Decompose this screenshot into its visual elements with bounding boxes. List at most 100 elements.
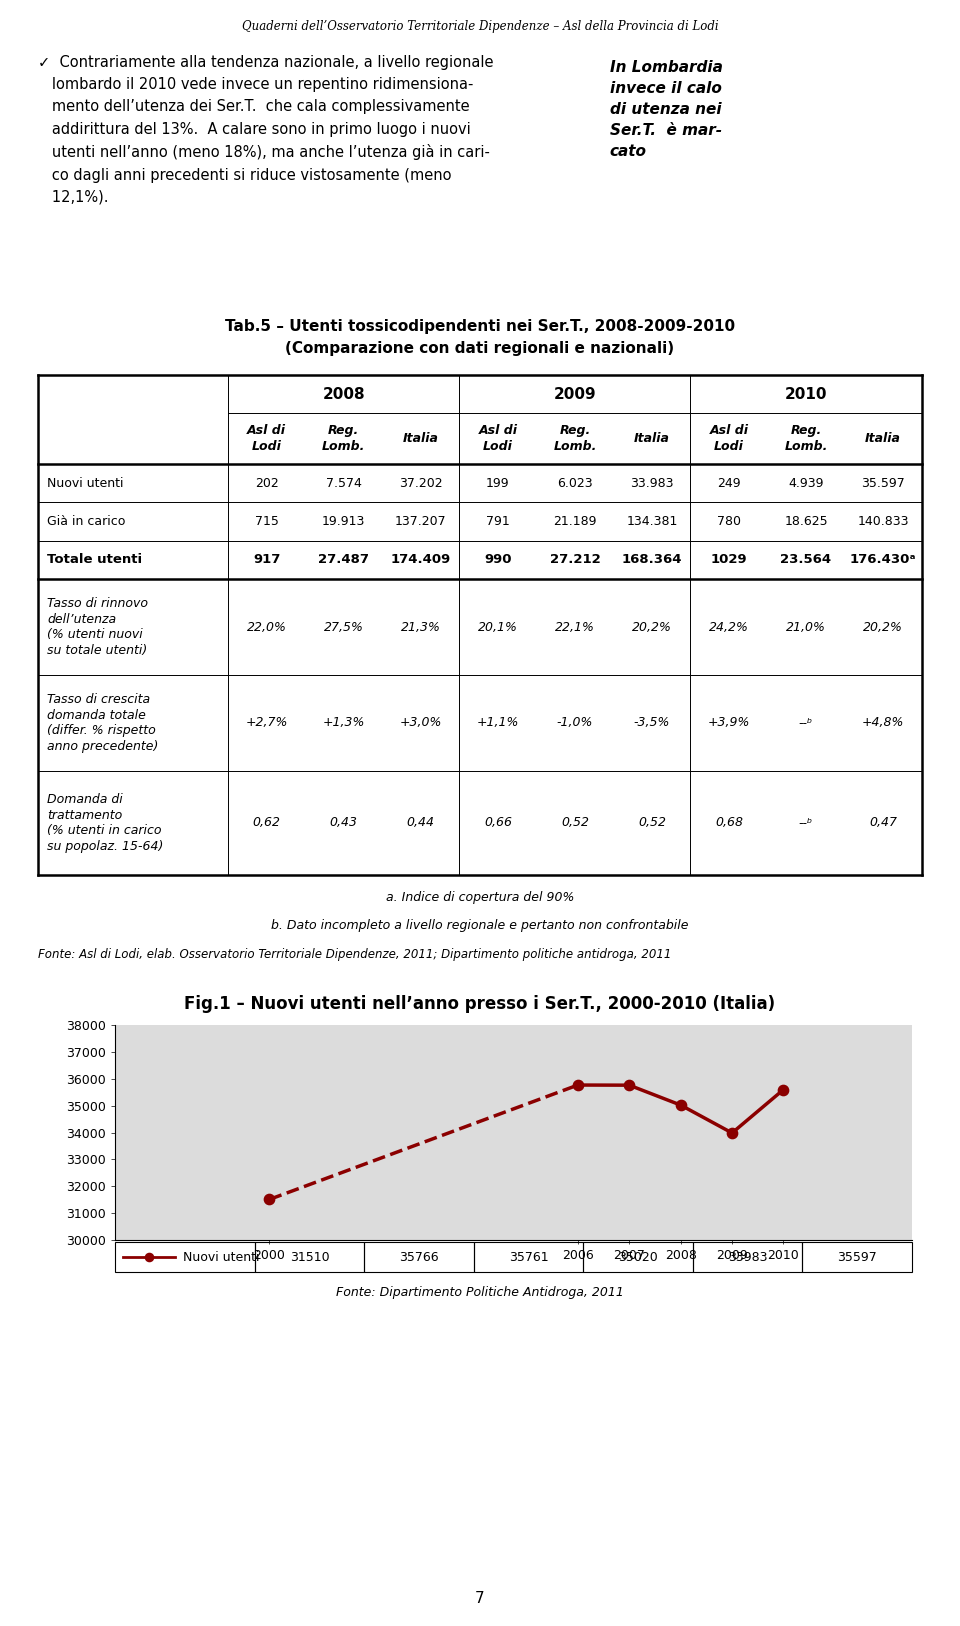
Text: Tasso di crescita
domanda totale
(differ. % rispetto
anno precedente): Tasso di crescita domanda totale (differ…: [47, 693, 158, 753]
Text: 35597: 35597: [837, 1250, 877, 1263]
Text: +1,1%: +1,1%: [477, 717, 519, 730]
Point: [776, 1076, 791, 1102]
Text: 168.364: 168.364: [622, 553, 683, 566]
Point: [621, 1072, 636, 1098]
Bar: [254, 1242, 364, 1272]
Text: 6.023: 6.023: [557, 476, 592, 489]
Bar: [584, 1242, 693, 1272]
Text: Totale utenti: Totale utenti: [47, 553, 142, 566]
Text: In Lombardia
invece il calo
di utenza nei
Ser.T.  è mar-
cato: In Lombardia invece il calo di utenza ne…: [610, 60, 723, 159]
Text: 140.833: 140.833: [857, 515, 909, 528]
Text: -3,5%: -3,5%: [634, 717, 670, 730]
Text: 22,0%: 22,0%: [247, 621, 287, 634]
Text: 20,2%: 20,2%: [863, 621, 903, 634]
Text: +2,7%: +2,7%: [246, 717, 288, 730]
Text: Italia: Italia: [634, 433, 670, 446]
Text: b. Dato incompleto a livello regionale e pertanto non confrontabile: b. Dato incompleto a livello regionale e…: [272, 919, 688, 932]
Text: Italia: Italia: [403, 433, 439, 446]
Text: 7.574: 7.574: [325, 476, 362, 489]
Text: Asl di
Lodi: Asl di Lodi: [478, 424, 517, 454]
Text: Quaderni dell’Osservatorio Territoriale Dipendenze – Asl della Provincia di Lodi: Quaderni dell’Osservatorio Territoriale …: [242, 20, 718, 33]
Text: Tab.5 – Utenti tossicodipendenti nei Ser.T., 2008-2009-2010: Tab.5 – Utenti tossicodipendenti nei Ser…: [225, 319, 735, 333]
Text: ✓  Contrariamente alla tendenza nazionale, a livello regionale
   lombardo il 20: ✓ Contrariamente alla tendenza nazionale…: [38, 55, 493, 205]
Text: Fig.1 – Nuovi utenti nell’anno presso i Ser.T., 2000-2010 (Italia): Fig.1 – Nuovi utenti nell’anno presso i …: [184, 995, 776, 1013]
Text: 24,2%: 24,2%: [709, 621, 749, 634]
Text: 18.625: 18.625: [784, 515, 828, 528]
Text: +1,3%: +1,3%: [323, 717, 365, 730]
Text: 990: 990: [484, 553, 512, 566]
Text: 2009: 2009: [554, 387, 596, 402]
Text: --ᵇ: --ᵇ: [799, 717, 813, 730]
Text: 0,66: 0,66: [484, 816, 512, 829]
Text: 249: 249: [717, 476, 741, 489]
Text: 174.409: 174.409: [391, 553, 451, 566]
Text: Nuovi utenti: Nuovi utenti: [183, 1250, 259, 1263]
Text: 23.564: 23.564: [780, 553, 831, 566]
Text: --ᵇ: --ᵇ: [799, 816, 813, 829]
Text: 35766: 35766: [399, 1250, 439, 1263]
Text: 791: 791: [486, 515, 510, 528]
Text: 202: 202: [255, 476, 278, 489]
Text: Asl di
Lodi: Asl di Lodi: [248, 424, 286, 454]
Text: 7: 7: [475, 1590, 485, 1606]
Bar: [803, 1242, 912, 1272]
Text: 0,68: 0,68: [715, 816, 743, 829]
Text: 2010: 2010: [784, 387, 828, 402]
Text: 715: 715: [254, 515, 278, 528]
Text: Fonte: Dipartimento Politiche Antidroga, 2011: Fonte: Dipartimento Politiche Antidroga,…: [336, 1286, 624, 1299]
Text: 33983: 33983: [728, 1250, 767, 1263]
Text: 780: 780: [717, 515, 741, 528]
Text: 137.207: 137.207: [396, 515, 446, 528]
Text: +4,8%: +4,8%: [862, 717, 904, 730]
Text: 27,5%: 27,5%: [324, 621, 364, 634]
Text: 37.202: 37.202: [399, 476, 443, 489]
Text: Asl di
Lodi: Asl di Lodi: [709, 424, 749, 454]
Text: 21,3%: 21,3%: [401, 621, 441, 634]
Text: Domanda di
trattamento
(% utenti in carico
su popolaz. 15-64): Domanda di trattamento (% utenti in cari…: [47, 793, 163, 852]
Point: [262, 1187, 277, 1213]
Text: 0,52: 0,52: [561, 816, 588, 829]
Text: -1,0%: -1,0%: [557, 717, 593, 730]
Text: 31510: 31510: [290, 1250, 329, 1263]
Text: Reg.
Lomb.: Reg. Lomb.: [553, 424, 596, 454]
Point: [725, 1120, 740, 1146]
Bar: [364, 1242, 473, 1272]
Text: +3,0%: +3,0%: [399, 717, 442, 730]
Text: 22,1%: 22,1%: [555, 621, 595, 634]
Text: 0,52: 0,52: [638, 816, 666, 829]
Text: 0,44: 0,44: [407, 816, 435, 829]
Text: a. Indice di copertura del 90%: a. Indice di copertura del 90%: [386, 891, 574, 904]
Text: (Comparazione con dati regionali e nazionali): (Comparazione con dati regionali e nazio…: [285, 341, 675, 356]
Text: Nuovi utenti: Nuovi utenti: [47, 476, 124, 489]
Text: +3,9%: +3,9%: [708, 717, 750, 730]
Text: 19.913: 19.913: [323, 515, 366, 528]
Text: 1029: 1029: [710, 553, 747, 566]
Text: 0,47: 0,47: [869, 816, 897, 829]
Point: [673, 1093, 688, 1119]
Point: [141, 1244, 156, 1270]
Text: 134.381: 134.381: [626, 515, 678, 528]
Text: 199: 199: [486, 476, 510, 489]
Text: 35.597: 35.597: [861, 476, 905, 489]
Text: 176.430ᵃ: 176.430ᵃ: [850, 553, 917, 566]
Text: Fonte: Asl di Lodi, elab. Osservatorio Territoriale Dipendenze, 2011; Dipartimen: Fonte: Asl di Lodi, elab. Osservatorio T…: [38, 948, 672, 961]
Bar: [115, 1242, 254, 1272]
Text: 0,43: 0,43: [330, 816, 358, 829]
Text: 35761: 35761: [509, 1250, 548, 1263]
Text: 20,1%: 20,1%: [478, 621, 517, 634]
Text: Italia: Italia: [865, 433, 901, 446]
Text: 0,62: 0,62: [252, 816, 281, 829]
Text: 21,0%: 21,0%: [786, 621, 826, 634]
Text: 21.189: 21.189: [553, 515, 597, 528]
Text: 20,2%: 20,2%: [632, 621, 672, 634]
Text: 35020: 35020: [618, 1250, 658, 1263]
Text: 2008: 2008: [323, 387, 365, 402]
Bar: [473, 1242, 584, 1272]
Text: Reg.
Lomb.: Reg. Lomb.: [784, 424, 828, 454]
Text: 27.212: 27.212: [549, 553, 600, 566]
Text: Reg.
Lomb.: Reg. Lomb.: [323, 424, 366, 454]
Point: [570, 1072, 586, 1098]
Text: Tasso di rinnovo
dell’utenza
(% utenti nuovi
su totale utenti): Tasso di rinnovo dell’utenza (% utenti n…: [47, 597, 148, 657]
Text: 27.487: 27.487: [319, 553, 370, 566]
Text: 917: 917: [253, 553, 280, 566]
